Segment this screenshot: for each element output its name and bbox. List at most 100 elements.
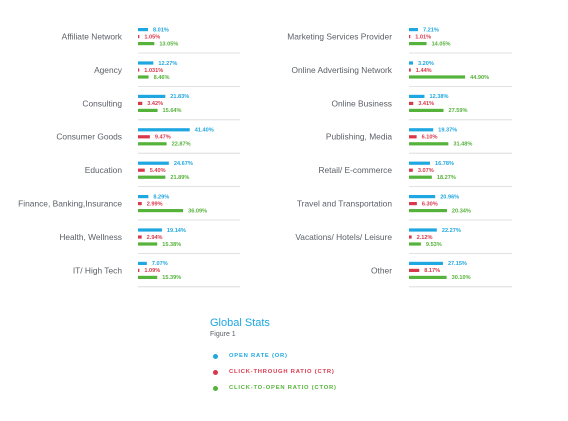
value-label-ctr: 3.07% (418, 168, 434, 174)
value-label-or: 22.27% (442, 228, 461, 234)
value-label-or: 24.67% (174, 161, 193, 167)
legend-dot-ctr (213, 369, 218, 375)
category-label: Retail/ E-commerce (318, 165, 392, 175)
bar-or (409, 261, 443, 265)
chart-title: Global Stats (210, 317, 270, 329)
row-finance-banking-insurance: Finance, Banking,Insurance 8.29%2.99% 36.0… (18, 194, 240, 221)
bar-or (138, 261, 147, 265)
bar-ctor (138, 75, 149, 79)
row-retail-e-commerce: Retail/ E-commerce 16.78%3.07%18.27% (318, 161, 512, 188)
bar-ctor (138, 275, 158, 279)
bar-ctr (409, 68, 411, 72)
row-publishing-media: Publishing, Media 19.37%6.10% 31.48% (326, 128, 512, 154)
value-label-ctor: 44.90% (470, 75, 489, 81)
bar-ctor (138, 142, 167, 146)
value-label-ctor: 31.48% (453, 142, 472, 148)
row-affiliate-network: Affiliate Network 8.01%1.05%13.05% (62, 27, 240, 54)
row-it-high-tech: IT/ High Tech 7.07%1.09%15.39% (73, 261, 240, 288)
category-label: Agency (94, 65, 123, 75)
category-label: Online Business (331, 98, 392, 108)
legend-label-or: OPEN RATE (OR) (229, 353, 288, 359)
legend-item-or: OPEN RATE (OR) (213, 348, 413, 364)
bar-or (138, 94, 166, 98)
value-label-ctor: 20.34% (452, 208, 471, 214)
bar-or (138, 195, 149, 199)
bar-or (409, 195, 436, 199)
value-label-or: 16.78% (435, 161, 454, 167)
bar-ctr (138, 35, 140, 39)
category-label: Other (371, 265, 392, 275)
value-label-ctr: 1.01% (415, 34, 431, 40)
row-education: Education 24.67% 5.40% 21.89% (85, 161, 240, 188)
value-label-ctr: 2.99% (147, 201, 163, 207)
category-label: Affiliate Network (62, 32, 123, 42)
category-label: Online Advertising Network (291, 65, 392, 75)
value-label-ctor: 14.05% (432, 41, 451, 47)
value-label-ctr: 1.031% (144, 68, 163, 74)
bar-or (138, 128, 190, 132)
chart-legend: OPEN RATE (OR) CLICK-THROUGH RATIO (CTR)… (213, 348, 413, 396)
value-label-ctor: 15.38% (162, 242, 181, 248)
row-online-business: Online Business 12.38%3.41% 27.59% (331, 94, 512, 121)
bar-ctr (138, 101, 143, 105)
value-label-ctr: 2.94% (147, 235, 163, 241)
row-health-wellness: Health, Wellness 19.14% 2.94%15.38% (59, 228, 240, 254)
bar-or (409, 228, 437, 232)
category-label: Publishing, Media (326, 132, 392, 142)
row-consumer-goods: Consumer Goods 41.40% 9.47%22.87% (56, 128, 240, 154)
legend-dot-ctor (213, 385, 218, 391)
bar-or (409, 94, 425, 98)
value-label-ctr: 6.30% (422, 201, 438, 207)
bar-or (138, 28, 149, 32)
value-label-ctr: 8.17% (424, 268, 440, 274)
bar-ctr (138, 202, 142, 206)
row-online-advertising-network: Online Advertising Network 3.20%1.44% 44.9… (291, 61, 512, 87)
value-label-or: 20.96% (440, 194, 459, 200)
value-label-ctr: 6.10% (422, 135, 438, 141)
value-label-ctr: 1.05% (144, 34, 160, 40)
legend-label-ctor: CLICK-TO-OPEN RATIO (CTOR) (229, 385, 337, 391)
value-label-ctor: 30.10% (452, 275, 471, 281)
bar-or (409, 128, 434, 132)
value-label-ctor: 36.09% (188, 208, 207, 214)
bar-ctr (138, 268, 140, 272)
row-vacations-hotels-leisure: Vacations/ Hotels/ Leisure 22.27% 2.12%9.5… (295, 228, 512, 254)
value-label-ctr: 5.40% (150, 168, 166, 174)
value-label-ctor: 8.46% (154, 75, 170, 81)
bar-or (138, 61, 154, 65)
value-label-or: 12.38% (429, 94, 448, 100)
category-label: Education (85, 165, 123, 175)
bar-ctr (138, 135, 150, 139)
bar-or (138, 228, 162, 232)
row-consulting: Consulting 21.83% 3.42%15.64% (82, 94, 240, 121)
bar-ctr (409, 35, 411, 39)
bar-ctr (409, 235, 412, 239)
bar-ctor (138, 242, 158, 246)
value-label-or: 19.14% (167, 228, 186, 234)
category-label: Travel and Transportation (297, 199, 392, 209)
value-label-ctr: 3.42% (147, 101, 163, 107)
bar-or (409, 61, 413, 65)
chart-subtitle: Figure 1 (210, 331, 236, 338)
value-label-ctr: 2.12% (417, 235, 433, 241)
value-label-ctor: 22.87% (172, 142, 191, 148)
bar-or (409, 28, 419, 32)
value-label-ctor: 15.39% (162, 275, 181, 281)
bar-ctr (138, 168, 145, 172)
bar-ctor (409, 108, 444, 112)
bar-ctor (409, 209, 447, 213)
legend-label-ctr: CLICK-THROUGH RATIO (CTR) (229, 369, 335, 375)
value-label-ctor: 13.05% (159, 41, 178, 47)
value-label-ctr: 1.44% (416, 68, 432, 74)
value-label-ctor: 27.59% (448, 108, 467, 114)
row-travel-and-transportation: Travel and Transportation 20.96%6.30% 20.3… (297, 194, 512, 221)
bar-ctr (409, 135, 417, 139)
legend-item-ctor: CLICK-TO-OPEN RATIO (CTOR) (213, 380, 413, 396)
category-label: Marketing Services Provider (287, 32, 392, 42)
category-label: Consumer Goods (56, 132, 122, 142)
bar-ctor (409, 75, 466, 79)
bar-ctor (409, 42, 427, 46)
bar-or (138, 161, 169, 165)
value-label-or: 19.37% (438, 128, 457, 134)
